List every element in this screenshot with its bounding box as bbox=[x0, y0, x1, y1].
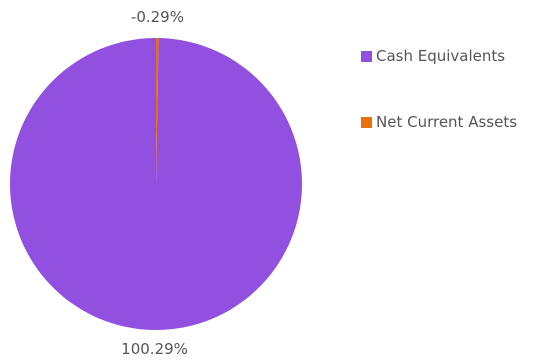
pie-slices bbox=[9, 37, 302, 330]
legend-label: Cash Equivalents bbox=[376, 47, 506, 65]
legend-label: Net Current Assets bbox=[376, 113, 518, 131]
legend-swatch-net-current-assets bbox=[361, 116, 372, 128]
slice-net-current-assets[interactable] bbox=[156, 38, 159, 184]
slice-label-cash-equivalents: 100.29% bbox=[121, 340, 188, 358]
legend-item-cash-equivalents[interactable]: Cash Equivalents bbox=[361, 44, 537, 68]
legend-swatch-cash-equivalents bbox=[361, 50, 372, 62]
pie-slice-labels: -0.29% 100.29% bbox=[121, 8, 188, 358]
slice-cash-equivalents[interactable] bbox=[9, 37, 302, 330]
legend: Cash Equivalents Net Current Assets bbox=[361, 44, 537, 176]
slice-label-net-current-assets: -0.29% bbox=[131, 8, 184, 26]
legend-item-net-current-assets[interactable]: Net Current Assets bbox=[361, 110, 537, 134]
